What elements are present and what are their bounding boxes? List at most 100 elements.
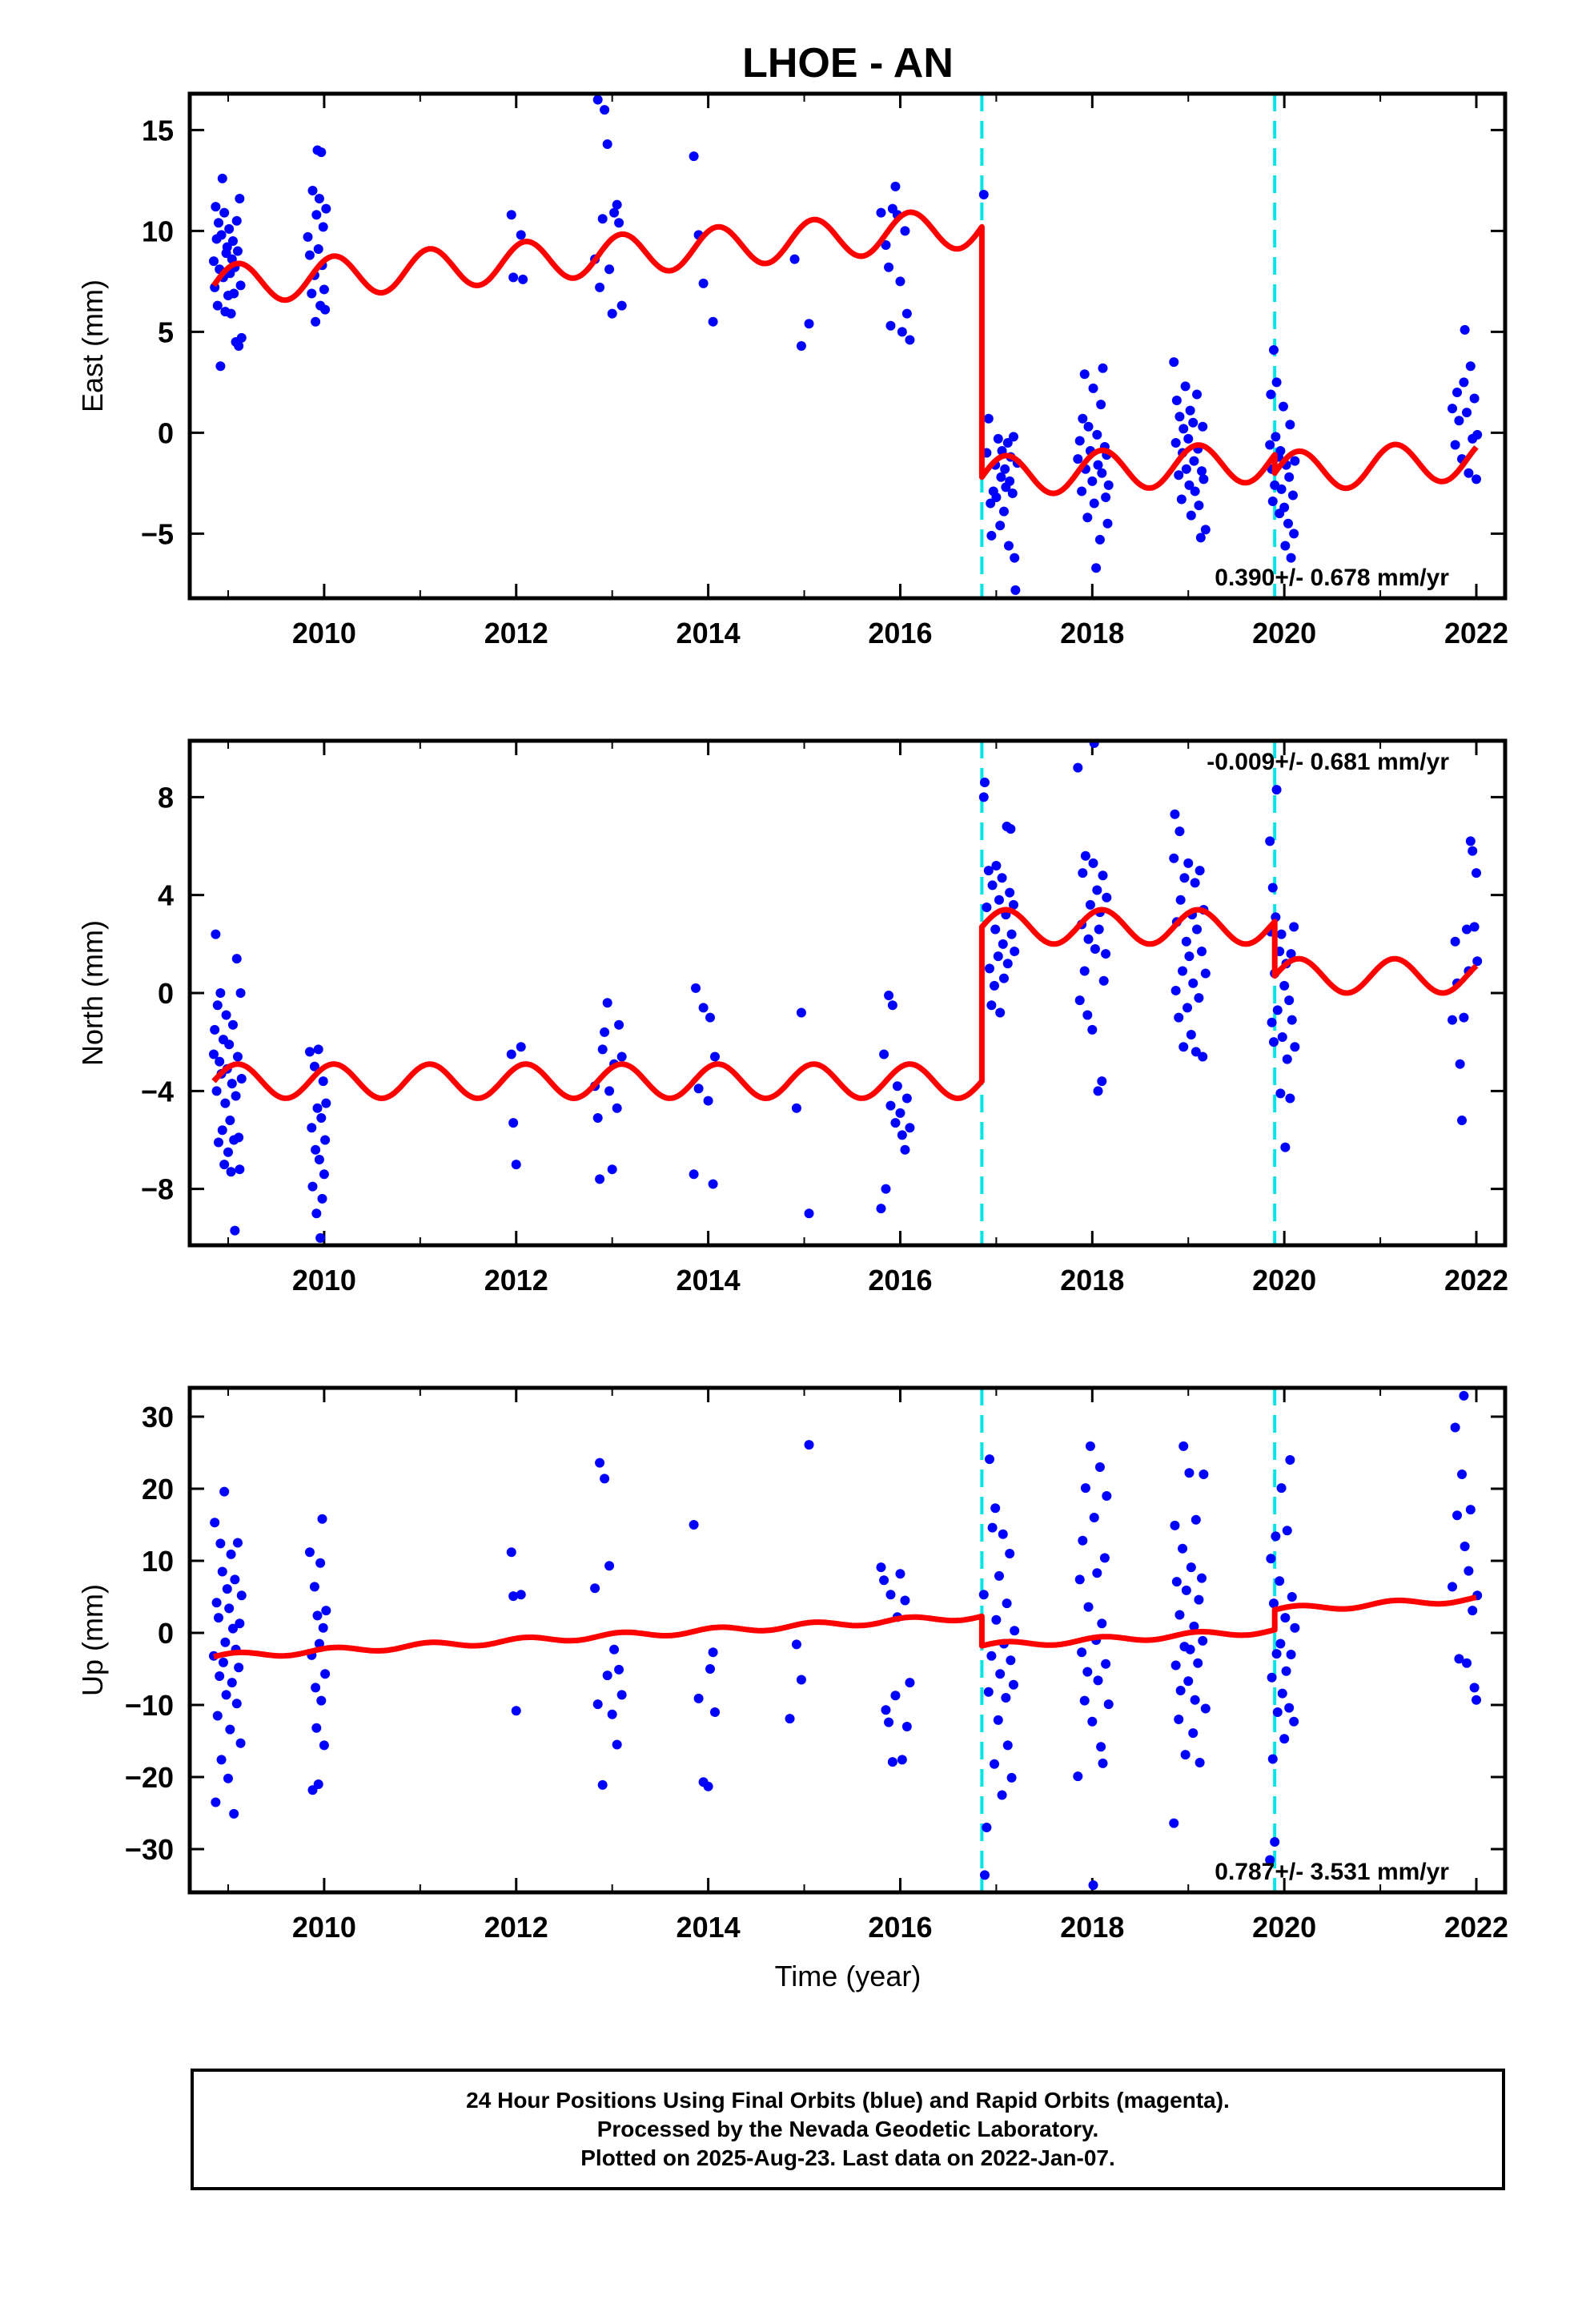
- data-point: [905, 1678, 915, 1688]
- data-point: [314, 1154, 324, 1164]
- data-point: [1078, 1535, 1088, 1546]
- data-point: [1174, 412, 1185, 422]
- data-point: [309, 1061, 319, 1072]
- x-tick-label: 2020: [1252, 617, 1316, 649]
- data-point: [1088, 1880, 1098, 1890]
- data-point: [1078, 413, 1088, 424]
- data-point: [1267, 1672, 1277, 1683]
- data-point: [1287, 1592, 1297, 1602]
- x-tick-label: 2010: [292, 617, 356, 649]
- data-point: [1459, 377, 1469, 388]
- data-point: [885, 1590, 896, 1600]
- data-point: [1092, 885, 1102, 895]
- x-tick-label: 2016: [868, 1911, 932, 1944]
- data-point: [208, 1049, 219, 1059]
- data-point: [1462, 408, 1472, 418]
- data-point: [1005, 1549, 1015, 1558]
- data-point: [1001, 1693, 1011, 1703]
- data-point: [993, 433, 1003, 444]
- data-point: [313, 1044, 323, 1055]
- data-point: [987, 1522, 998, 1533]
- data-point: [227, 1623, 238, 1634]
- data-point: [312, 1103, 323, 1113]
- data-point: [1194, 501, 1204, 511]
- data-point: [978, 190, 989, 199]
- data-point: [1101, 1659, 1111, 1669]
- data-point: [905, 335, 915, 345]
- plot-area-up: [208, 1388, 1483, 1892]
- data-point: [1272, 1707, 1283, 1717]
- data-point: [1171, 1577, 1182, 1587]
- data-point: [236, 1590, 247, 1601]
- data-point: [705, 1664, 716, 1674]
- data-point: [1450, 1422, 1460, 1433]
- data-point: [689, 1520, 699, 1530]
- data-point: [986, 530, 997, 541]
- data-point: [1195, 1758, 1205, 1767]
- data-point: [224, 1039, 235, 1050]
- data-point: [885, 1100, 896, 1111]
- data-point: [304, 250, 315, 260]
- data-point: [1191, 1047, 1201, 1057]
- data-point: [890, 181, 901, 191]
- data-point: [1008, 432, 1018, 442]
- data-point: [213, 1137, 223, 1148]
- data-point: [1289, 529, 1299, 539]
- data-point: [318, 222, 328, 232]
- y-tick-label: 0: [158, 977, 174, 1010]
- plot-area-east: [208, 94, 1483, 598]
- data-point: [1169, 1818, 1179, 1828]
- data-point: [1266, 1554, 1276, 1564]
- x-tick-label: 2010: [292, 1264, 356, 1297]
- data-point: [321, 203, 331, 214]
- data-point: [229, 1808, 239, 1819]
- data-point: [217, 1125, 227, 1136]
- data-point: [1178, 1441, 1189, 1451]
- data-point: [1280, 1613, 1291, 1623]
- data-point: [1074, 436, 1085, 446]
- y-tick-label: 20: [142, 1473, 174, 1506]
- data-point: [303, 231, 313, 242]
- data-point: [796, 1675, 806, 1685]
- data-point: [1280, 541, 1291, 551]
- x-tick-label: 2018: [1060, 1911, 1124, 1944]
- data-point: [1176, 494, 1186, 505]
- data-point: [232, 1538, 243, 1548]
- data-point: [221, 1010, 231, 1020]
- data-point: [211, 1598, 222, 1608]
- data-point: [234, 1132, 244, 1143]
- data-point: [1102, 1491, 1112, 1501]
- data-point: [215, 1671, 225, 1681]
- data-point: [1275, 1088, 1286, 1099]
- data-point: [984, 963, 994, 974]
- data-point: [881, 240, 891, 250]
- data-point: [215, 1056, 225, 1067]
- data-point: [986, 498, 996, 509]
- x-tick-label: 2022: [1444, 1264, 1508, 1297]
- data-point: [211, 1086, 222, 1096]
- data-point: [227, 235, 238, 246]
- data-point: [1472, 868, 1482, 879]
- data-point: [1186, 1562, 1196, 1573]
- data-point: [231, 1699, 242, 1709]
- data-point: [982, 902, 992, 912]
- data-point: [223, 1773, 233, 1783]
- plot-frame-east: [187, 91, 1508, 601]
- data-point: [1090, 943, 1100, 954]
- data-point: [217, 173, 227, 183]
- data-point: [235, 194, 245, 204]
- data-point: [225, 1116, 235, 1126]
- plot-frame-north: [187, 738, 1508, 1248]
- data-point: [1093, 1086, 1103, 1096]
- data-point: [1103, 480, 1114, 490]
- data-point: [1183, 1676, 1194, 1687]
- data-point: [876, 1204, 886, 1214]
- data-point: [508, 1591, 519, 1602]
- data-point: [691, 983, 701, 993]
- data-point: [996, 472, 1006, 482]
- data-point: [1101, 949, 1111, 959]
- data-point: [508, 1118, 519, 1128]
- data-point: [316, 1112, 327, 1123]
- panel-north: 2010 2012 2014 2016 2018 2020 2022 −8 −4 0 4 8 North…: [76, 738, 1508, 1297]
- data-point: [220, 1098, 231, 1108]
